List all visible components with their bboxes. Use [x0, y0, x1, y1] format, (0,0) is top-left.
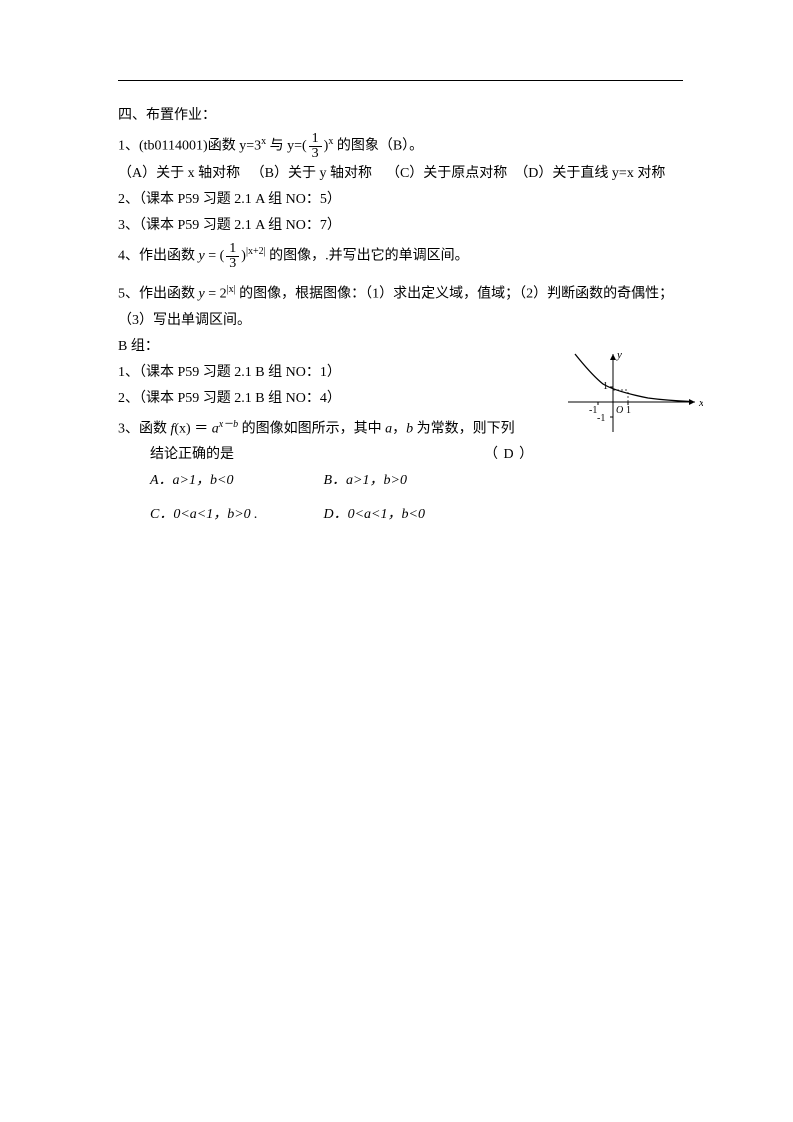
- question-5b: （3）写出单调区间。: [118, 308, 683, 334]
- q4-frac-n: 1: [226, 242, 239, 257]
- b3-opts-row2: C．0<a<1，b>0 . D．0<a<1，b<0: [118, 502, 683, 528]
- b3-line2-pre: 结论正确的是: [150, 447, 234, 462]
- q4-prefix: 4、作出函数: [118, 249, 199, 264]
- b3-exp: x－b: [219, 419, 238, 430]
- question-4: 4、作出函数 y = (13)|x+2| 的图像，.并写出它的单调区间。: [118, 239, 683, 271]
- q5-eq: = 2: [205, 287, 227, 302]
- q4-exp: |x+2|: [246, 246, 266, 257]
- q4-frac: 13: [226, 242, 239, 271]
- b3-a: a: [212, 421, 219, 436]
- q4-frac-d: 3: [226, 257, 239, 271]
- q1-mid1: 与 y=(: [266, 139, 307, 154]
- q4-eq: = (: [205, 249, 225, 264]
- q1-frac: 13: [309, 132, 322, 161]
- question-1: 1、(tb0114001)函数 y=3x 与 y=(13)x 的图象（B）。: [118, 129, 683, 161]
- b3-opts-row1: A．a>1，b<0 B．a>1，b>0: [118, 468, 683, 494]
- q1-opt-c: （C）关于原点对称: [386, 166, 507, 181]
- q1-opt-d: （D）关于直线 y=x 对称: [514, 166, 665, 181]
- q1-options: （A）关于 x 轴对称 （B）关于 y 轴对称 （C）关于原点对称 （D）关于直…: [118, 161, 683, 187]
- b3-comma: ，: [392, 421, 406, 436]
- b3-tail1: 的图像如图所示，其中: [238, 421, 385, 436]
- q1-tail: 的图象（B）。: [333, 139, 423, 154]
- b3-opt-b: B．a>1，b>0: [324, 468, 407, 494]
- x-label: x: [698, 397, 703, 409]
- b3-opt-d: D．0<a<1，b<0: [324, 502, 425, 528]
- b3-opt-a: A．a>1，b<0: [150, 468, 320, 494]
- b3-tail2: 为常数，则下列: [413, 421, 515, 436]
- b3-opt-c-text: C．0<a<1，b>0 .: [150, 507, 258, 522]
- ytick-neg-label: -1: [597, 413, 605, 424]
- q1-frac-d: 3: [309, 147, 322, 161]
- b3-opt-c: C．0<a<1，b>0 .: [150, 502, 320, 528]
- top-rule: [118, 80, 683, 81]
- q5-exp: |x|: [227, 284, 236, 295]
- question-2: 2、（课本 P59 习题 2.1 A 组 NO：5）: [118, 187, 683, 213]
- question-5: 5、作出函数 y = 2|x| 的图像，根据图像：（1）求出定义域，值域；（2）…: [118, 277, 683, 308]
- q1-opt-a: （A）关于 x 轴对称: [118, 166, 240, 181]
- b3-line2: 结论正确的是 （ D ）: [118, 442, 683, 468]
- b3-opt-a-text: A．a>1，b<0: [150, 473, 233, 488]
- q4-tail: 的图像，.并写出它的单调区间。: [266, 249, 469, 264]
- b3-paren: (x) ＝: [174, 421, 211, 436]
- q1-frac-n: 1: [309, 132, 322, 147]
- y-axis-arrow: [610, 354, 616, 360]
- q1-opt-b: （B）关于 y 轴对称: [251, 166, 372, 181]
- origin-label: O: [616, 405, 623, 416]
- graph-svg: x y O -1 1 1 -1: [563, 350, 703, 440]
- b3-graph: x y O -1 1 1 -1: [563, 350, 703, 440]
- q5-prefix: 5、作出函数: [118, 287, 199, 302]
- b3-answer: （ D ）: [484, 447, 534, 462]
- curve: [575, 354, 691, 402]
- b3-opt-d-text: D．0<a<1，b<0: [324, 507, 425, 522]
- b3-opt-b-text: B．a>1，b>0: [324, 473, 407, 488]
- q5-tail: 的图像，根据图像：（1）求出定义域，值域；（2）判断函数的奇偶性；: [236, 287, 674, 302]
- section-title: 四、布置作业：: [118, 103, 683, 129]
- b3-prefix: 3、函数: [118, 421, 171, 436]
- q1-prefix: 1、(tb0114001)函数 y=3: [118, 139, 261, 154]
- ytick-pos-label: 1: [603, 381, 608, 392]
- xtick-pos-label: 1: [626, 405, 631, 416]
- y-label: y: [616, 350, 622, 361]
- question-3: 3、（课本 P59 习题 2.1 A 组 NO：7）: [118, 213, 683, 239]
